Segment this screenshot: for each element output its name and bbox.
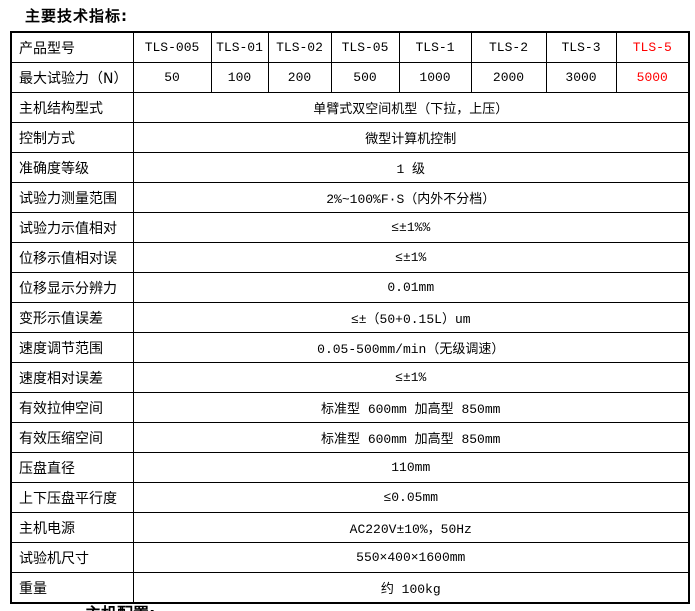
spec-row-value: ≤±1% <box>132 242 690 273</box>
model-row-label: 产品型号 <box>10 31 134 63</box>
spec-row-value: 约 100kg <box>132 572 690 604</box>
spec-row: 压盘直径 110mm <box>10 452 690 483</box>
cutoff-section-heading: 主机配置: <box>85 601 305 611</box>
spec-row-value: 0.05-500mm/min（无级调速） <box>132 332 690 363</box>
spec-row-label: 控制方式 <box>10 122 134 153</box>
spec-row-value: AC220V±10%，50Hz <box>132 512 690 543</box>
spec-row-label: 主机结构型式 <box>10 92 134 123</box>
spec-row-label: 有效拉伸空间 <box>10 392 134 423</box>
force-row-label: 最大试验力（N） <box>10 62 134 93</box>
spec-row-label: 速度调节范围 <box>10 332 134 363</box>
spec-row-value: ≤±（50+0.15L）um <box>132 302 690 333</box>
model-row-value: TLS-05 <box>330 31 400 63</box>
model-row: 产品型号 TLS-005 TLS-01 TLS-02 TLS-05 TLS-1 TLS-2 T… <box>10 31 690 63</box>
model-row-value: TLS-02 <box>267 31 332 63</box>
spec-row: 准确度等级 1 级 <box>10 152 690 183</box>
force-row-value: 2000 <box>470 62 547 93</box>
spec-row-value: 标准型 600mm 加高型 850mm <box>132 392 690 423</box>
spec-row-value: ≤±1%% <box>132 212 690 243</box>
force-row-value: 5000 <box>615 62 690 93</box>
spec-row-label: 主机电源 <box>10 512 134 543</box>
spec-row-value: 0.01mm <box>132 272 690 303</box>
spec-row-value: 单臂式双空间机型（下拉，上压） <box>132 92 690 123</box>
spec-row-label: 位移显示分辨力 <box>10 272 134 303</box>
spec-row: 位移显示分辨力 0.01mm <box>10 272 690 303</box>
force-row-value: 100 <box>210 62 269 93</box>
spec-row-label: 重量 <box>10 572 134 604</box>
spec-row-value: 110mm <box>132 452 690 483</box>
spec-row-label: 变形示值误差 <box>10 302 134 333</box>
spec-row-value: ≤0.05mm <box>132 482 690 513</box>
force-row-value: 200 <box>267 62 332 93</box>
spec-row-label: 试验力测量范围 <box>10 182 134 213</box>
spec-row: 试验力测量范围 2%~100%F·S（内外不分档） <box>10 182 690 213</box>
page-title: 主要技术指标: <box>25 7 128 25</box>
spec-row: 速度相对误差 ≤±1% <box>10 362 690 393</box>
force-row-value: 3000 <box>545 62 617 93</box>
spec-row-value: 微型计算机控制 <box>132 122 690 153</box>
spec-table: 产品型号 TLS-005 TLS-01 TLS-02 TLS-05 TLS-1 TLS-2 T… <box>10 31 690 604</box>
spec-row: 有效压缩空间 标准型 600mm 加高型 850mm <box>10 422 690 453</box>
spec-row-value: 1 级 <box>132 152 690 183</box>
spec-row-value: ≤±1% <box>132 362 690 393</box>
spec-table-body: 产品型号 TLS-005 TLS-01 TLS-02 TLS-05 TLS-1 TLS-2 T… <box>10 31 690 604</box>
model-row-value: TLS-1 <box>398 31 472 63</box>
spec-row: 试验机尺寸 550×400×1600mm <box>10 542 690 573</box>
spec-row: 速度调节范围 0.05-500mm/min（无级调速） <box>10 332 690 363</box>
spec-row: 有效拉伸空间 标准型 600mm 加高型 850mm <box>10 392 690 423</box>
force-row-value: 50 <box>132 62 212 93</box>
spec-row: 上下压盘平行度 ≤0.05mm <box>10 482 690 513</box>
force-row-value: 500 <box>330 62 400 93</box>
spec-row-label: 速度相对误差 <box>10 362 134 393</box>
model-row-value: TLS-3 <box>545 31 617 63</box>
spec-row-label: 试验机尺寸 <box>10 542 134 573</box>
spec-row: 试验力示值相对 ≤±1%% <box>10 212 690 243</box>
spec-row: 变形示值误差 ≤±（50+0.15L）um <box>10 302 690 333</box>
spec-row: 主机电源 AC220V±10%，50Hz <box>10 512 690 543</box>
spec-row-label: 上下压盘平行度 <box>10 482 134 513</box>
spec-row: 主机结构型式 单臂式双空间机型（下拉，上压） <box>10 92 690 123</box>
spec-row-value: 550×400×1600mm <box>132 542 690 573</box>
spec-row-label: 准确度等级 <box>10 152 134 183</box>
model-row-value: TLS-01 <box>210 31 269 63</box>
spec-row-label: 压盘直径 <box>10 452 134 483</box>
model-row-value: TLS-5 <box>615 31 690 63</box>
spec-row-value: 标准型 600mm 加高型 850mm <box>132 422 690 453</box>
force-row-value: 1000 <box>398 62 472 93</box>
force-row: 最大试验力（N） 50 100 200 500 1000 2000 3000 5000 <box>10 62 690 93</box>
spec-row: 重量约 100kg <box>10 572 690 604</box>
spec-row-label: 试验力示值相对 <box>10 212 134 243</box>
spec-row-label: 有效压缩空间 <box>10 422 134 453</box>
spec-row-value: 2%~100%F·S（内外不分档） <box>132 182 690 213</box>
model-row-value: TLS-2 <box>470 31 547 63</box>
model-row-value: TLS-005 <box>132 31 212 63</box>
spec-row-label: 位移示值相对误 <box>10 242 134 273</box>
spec-row: 位移示值相对误 ≤±1% <box>10 242 690 273</box>
spec-row: 控制方式 微型计算机控制 <box>10 122 690 153</box>
